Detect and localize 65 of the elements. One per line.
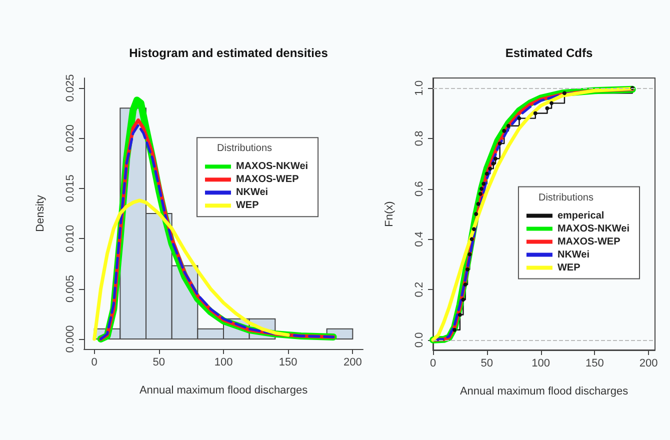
legend-label: NKWei xyxy=(236,187,268,198)
y-axis-title: Fn(x) xyxy=(384,201,396,227)
point xyxy=(476,202,480,206)
x-tick-label: 50 xyxy=(152,356,166,368)
y-tick-label: 0.025 xyxy=(64,74,76,102)
legend-label: MAXOS-NKWei xyxy=(557,223,630,234)
legend-label: WEP xyxy=(557,262,581,274)
point xyxy=(484,172,489,176)
y-tick-label: 0.2 xyxy=(414,282,426,298)
x-axis-title: Annual maximum flood discharges xyxy=(460,386,629,398)
y-tick-label: 0.4 xyxy=(414,232,426,247)
point xyxy=(468,252,472,256)
point xyxy=(472,227,476,232)
x-tick-label: 0 xyxy=(91,356,98,368)
legend-label: WEP xyxy=(236,200,260,212)
y-tick-label: 0.010 xyxy=(64,224,76,252)
legend-label: NKWei xyxy=(557,249,590,260)
line-series xyxy=(92,198,290,341)
y-tick-label: 1.0 xyxy=(414,80,426,96)
legend-title: Distributions xyxy=(538,192,594,204)
point xyxy=(517,116,522,120)
x-tick-label: 150 xyxy=(278,356,298,368)
y-tick-label: 0.000 xyxy=(64,325,76,353)
x-tick-label: 50 xyxy=(480,358,494,370)
point xyxy=(478,192,482,196)
point xyxy=(494,156,498,161)
x-tick-label: 200 xyxy=(639,358,658,370)
y-tick-label: 0.005 xyxy=(64,275,76,303)
point xyxy=(458,312,462,317)
point xyxy=(452,328,457,332)
x-tick-label: 150 xyxy=(585,358,604,370)
point xyxy=(488,166,492,171)
x-tick-label: 100 xyxy=(532,358,550,370)
x-tick-label: 200 xyxy=(343,356,362,368)
legend-label: emperical xyxy=(557,210,604,222)
point xyxy=(465,267,470,272)
x-axis-title: Annual maximum flood discharges xyxy=(139,384,308,396)
y-tick-label: 0.0 xyxy=(414,332,426,348)
point xyxy=(482,182,486,186)
point xyxy=(506,124,510,128)
point xyxy=(533,111,538,116)
y-tick-label: 0.015 xyxy=(64,174,76,202)
point xyxy=(491,162,496,166)
point xyxy=(498,141,502,146)
point xyxy=(474,212,478,216)
legend-title: Distributions xyxy=(216,143,272,154)
x-tick-label: 100 xyxy=(214,356,233,368)
point xyxy=(470,237,474,242)
point xyxy=(550,101,554,106)
point xyxy=(463,282,468,287)
legend-label: MAXOS-NKWei xyxy=(236,161,308,172)
point xyxy=(545,106,550,110)
point xyxy=(461,298,466,302)
point xyxy=(480,186,484,191)
y-tick-label: 0.020 xyxy=(64,124,76,152)
legend-label: MAXOS-WEP xyxy=(236,174,300,186)
chart-title: Histogram and estimated densities xyxy=(129,46,328,60)
chart-title: Estimated Cdfs xyxy=(505,46,593,60)
point xyxy=(562,91,566,96)
legend-label: MAXOS-WEP xyxy=(557,236,621,248)
x-tick-label: 0 xyxy=(430,358,436,370)
y-tick-label: 0.8 xyxy=(414,130,426,146)
y-tick-label: 0.6 xyxy=(414,181,426,196)
y-axis-title: Density xyxy=(34,194,46,232)
point xyxy=(502,128,506,133)
